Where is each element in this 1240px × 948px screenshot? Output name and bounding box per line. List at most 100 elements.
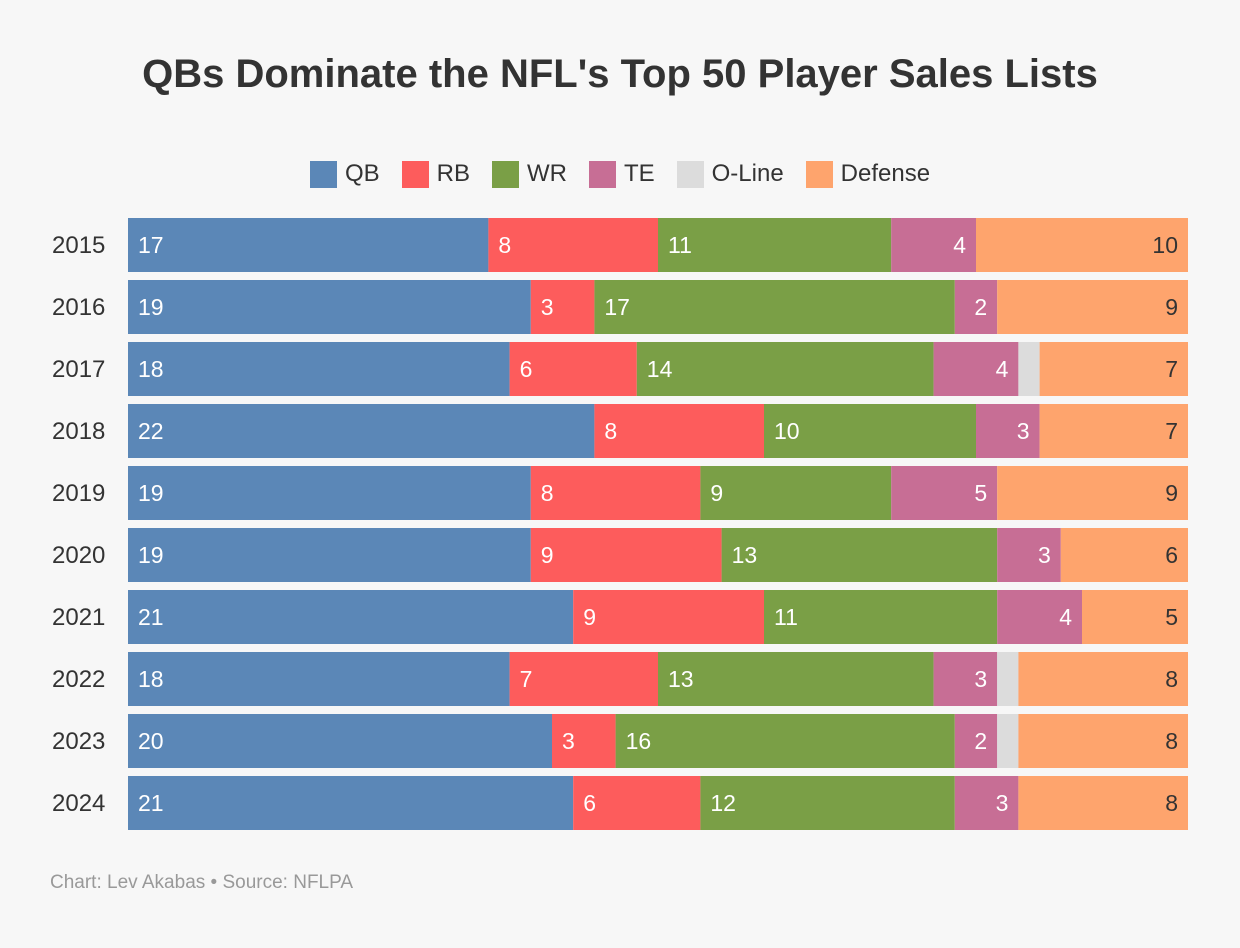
bar-segment-rb-2022 <box>509 652 658 706</box>
bar-segment-o-line-2022 <box>997 652 1019 706</box>
data-label: 2 <box>974 728 987 754</box>
data-label: 22 <box>138 418 164 444</box>
data-label: 8 <box>1165 728 1178 754</box>
data-label: 9 <box>583 604 596 630</box>
y-tick-label: 2015 <box>52 232 105 259</box>
data-label: 3 <box>1038 542 1051 568</box>
data-label: 3 <box>974 666 987 692</box>
data-label: 17 <box>604 294 630 320</box>
y-tick-label: 2018 <box>52 418 105 445</box>
data-label: 11 <box>774 604 798 630</box>
y-tick-label: 2016 <box>52 294 105 321</box>
data-label: 14 <box>647 356 673 382</box>
legend-item-qb: QB <box>309 160 380 188</box>
data-label: 8 <box>541 480 554 506</box>
data-label: 4 <box>1059 604 1072 630</box>
legend-swatch <box>588 160 616 188</box>
bar-segment-qb-2020 <box>128 528 531 582</box>
y-tick-label: 2017 <box>52 356 105 383</box>
legend-item-defense: Defense <box>805 160 930 188</box>
bar-segment-te-2019 <box>891 466 998 520</box>
bar-segment-wr-2017 <box>636 342 934 396</box>
legend-label: O-Line <box>711 160 784 187</box>
data-label: 9 <box>710 480 723 506</box>
legend-swatch <box>676 160 704 188</box>
bar-segment-qb-2024 <box>128 776 574 830</box>
bar-segment-te-2023 <box>954 714 998 768</box>
bar-segment-qb-2022 <box>128 652 510 706</box>
bar-segment-wr-2021 <box>764 590 998 644</box>
legend-item-wr: WR <box>491 160 567 188</box>
data-label: 13 <box>732 542 758 568</box>
bar-segment-rb-2019 <box>530 466 701 520</box>
bar-segment-rb-2024 <box>573 776 701 830</box>
y-tick-label: 2024 <box>52 790 105 817</box>
bar-segment-defense-2017 <box>1039 342 1188 396</box>
bar-segment-te-2022 <box>933 652 998 706</box>
data-label: 10 <box>1152 232 1178 258</box>
bar-segment-rb-2016 <box>530 280 595 334</box>
legend-label: QB <box>344 160 380 187</box>
y-tick-label: 2020 <box>52 542 105 569</box>
data-label: 21 <box>138 790 164 816</box>
legend-label: WR <box>526 160 567 187</box>
data-label: 3 <box>541 294 554 320</box>
data-label: 6 <box>583 790 596 816</box>
bar-segment-wr-2016 <box>594 280 955 334</box>
data-label: 12 <box>710 790 736 816</box>
bar-segment-defense-2020 <box>1060 528 1188 582</box>
bar-segment-te-2018 <box>976 404 1040 458</box>
bar-segment-defense-2022 <box>1018 652 1188 706</box>
data-label: 4 <box>996 356 1009 382</box>
data-label: 5 <box>974 480 987 506</box>
y-tick-label: 2023 <box>52 728 105 755</box>
bar-segment-qb-2016 <box>128 280 531 334</box>
y-tick-label: 2019 <box>52 480 105 507</box>
bar-segment-te-2021 <box>997 590 1082 644</box>
data-label: 4 <box>953 232 966 258</box>
bar-segment-defense-2024 <box>1018 776 1188 830</box>
bar-segment-wr-2024 <box>700 776 955 830</box>
bar-segment-wr-2020 <box>721 528 998 582</box>
bar-segment-te-2024 <box>954 776 1019 830</box>
bar-segment-wr-2019 <box>700 466 892 520</box>
bar-segment-qb-2023 <box>128 714 552 768</box>
bar-segment-qb-2015 <box>128 218 489 272</box>
data-label: 10 <box>774 418 800 444</box>
bar-segment-te-2020 <box>997 528 1061 582</box>
data-label: 5 <box>1165 604 1178 630</box>
bar-segment-te-2017 <box>933 342 1019 396</box>
data-label: 11 <box>668 232 692 258</box>
y-tick-label: 2022 <box>52 666 105 693</box>
bar-segment-wr-2018 <box>764 404 976 458</box>
data-label: 3 <box>562 728 575 754</box>
bar-segment-rb-2017 <box>509 342 637 396</box>
data-label: 21 <box>138 604 164 630</box>
data-label: 18 <box>138 666 164 692</box>
data-label: 19 <box>138 542 164 568</box>
bar-segment-o-line-2023 <box>997 714 1019 768</box>
bar-segment-rb-2018 <box>594 404 764 458</box>
data-label: 3 <box>1017 418 1030 444</box>
bar-segment-defense-2019 <box>997 466 1188 520</box>
data-label: 9 <box>1165 294 1178 320</box>
bar-segment-qb-2018 <box>128 404 595 458</box>
data-label: 8 <box>498 232 511 258</box>
legend: QB RB WR TE O-Line Defense <box>0 160 1240 188</box>
data-label: 8 <box>1165 666 1178 692</box>
legend-swatch <box>805 160 833 188</box>
bar-segment-qb-2019 <box>128 466 531 520</box>
bar-segment-defense-2023 <box>1018 714 1188 768</box>
data-label: 8 <box>1165 790 1178 816</box>
data-label: 9 <box>1165 480 1178 506</box>
data-label: 19 <box>138 294 164 320</box>
data-label: 8 <box>604 418 617 444</box>
source-credit: Chart: Lev Akabas • Source: NFLPA <box>50 872 354 893</box>
legend-item-te: TE <box>588 160 655 188</box>
data-label: 17 <box>138 232 164 258</box>
legend-swatch <box>401 160 429 188</box>
legend-swatch <box>491 160 519 188</box>
bar-segment-wr-2015 <box>658 218 892 272</box>
bar-segment-o-line-2017 <box>1018 342 1040 396</box>
